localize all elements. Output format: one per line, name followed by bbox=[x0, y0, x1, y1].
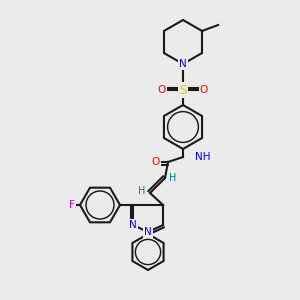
Text: N: N bbox=[144, 227, 152, 237]
Text: O: O bbox=[200, 85, 208, 95]
Text: N: N bbox=[129, 220, 137, 230]
Text: H: H bbox=[138, 186, 146, 196]
Text: F: F bbox=[69, 200, 75, 210]
Text: H: H bbox=[169, 173, 177, 183]
Text: O: O bbox=[158, 85, 166, 95]
Text: N: N bbox=[179, 59, 187, 69]
Text: S: S bbox=[179, 83, 187, 97]
Text: N: N bbox=[144, 227, 152, 237]
Text: S: S bbox=[179, 83, 187, 97]
Text: O: O bbox=[152, 157, 160, 167]
Text: NH: NH bbox=[195, 152, 211, 162]
